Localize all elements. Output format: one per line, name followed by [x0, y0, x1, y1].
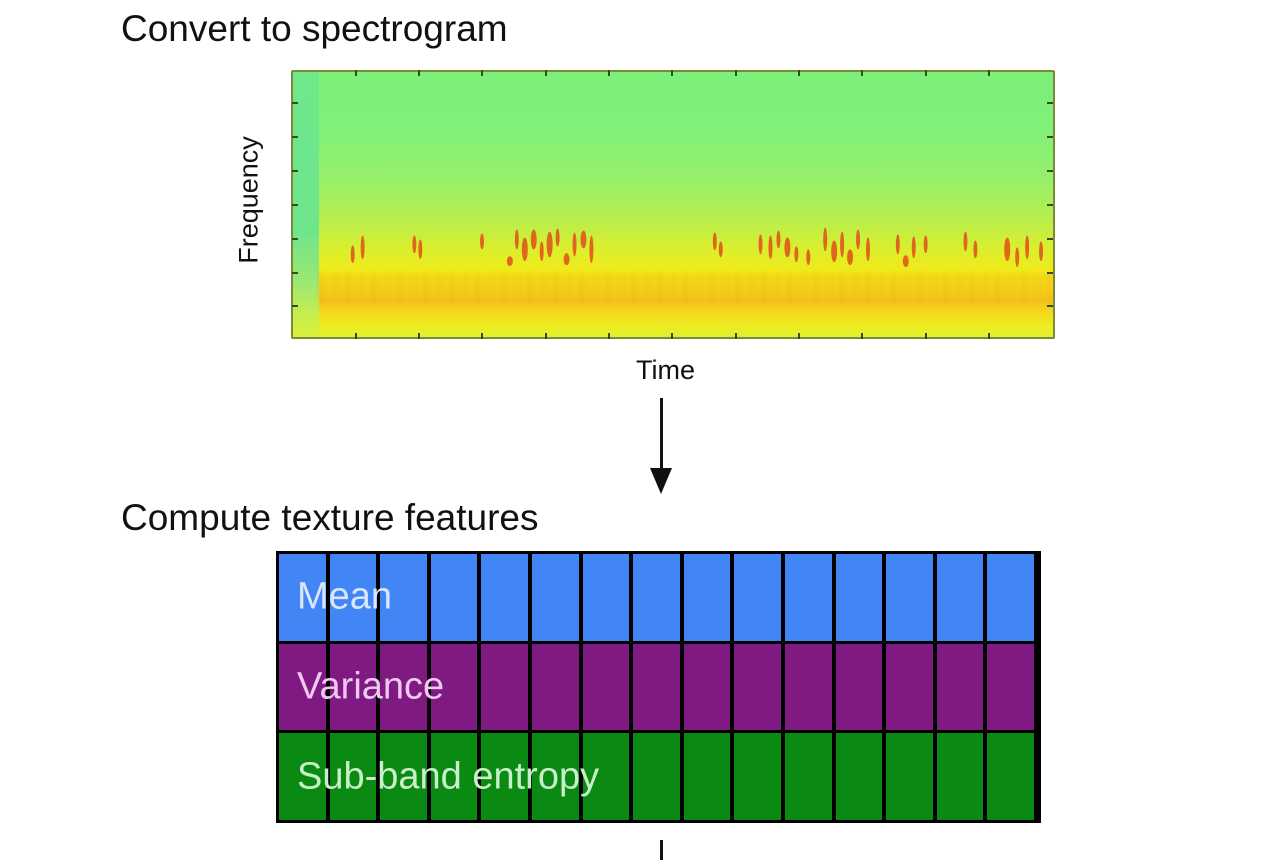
- feature-cell: [683, 733, 735, 821]
- feature-cell: [279, 554, 330, 641]
- x-tick: [418, 333, 420, 339]
- step-title-spectrogram: Convert to spectrogram: [121, 8, 508, 49]
- feature-cell: [633, 733, 684, 821]
- y-tick: [1047, 170, 1053, 172]
- feature-cell: [936, 733, 988, 821]
- spectrogram-plot: [291, 70, 1055, 339]
- feature-cell: [329, 733, 381, 821]
- feature-cell: [683, 554, 735, 641]
- y-tick: [292, 170, 298, 172]
- y-tick: [1047, 272, 1053, 274]
- feature-row-variance: Variance: [279, 643, 1038, 734]
- feature-cell: [987, 643, 1038, 731]
- x-tick: [861, 333, 863, 339]
- feature-cell: [531, 733, 583, 821]
- x-tick: [608, 333, 610, 339]
- x-tick: [545, 70, 547, 76]
- x-tick: [355, 333, 357, 339]
- feature-cell: [481, 733, 532, 821]
- x-tick: [418, 70, 420, 76]
- feature-cell: [734, 643, 785, 731]
- x-tick: [481, 333, 483, 339]
- x-tick: [798, 333, 800, 339]
- y-tick: [292, 102, 298, 104]
- feature-cell: [279, 643, 330, 731]
- feature-cell: [329, 554, 381, 641]
- feature-cell: [279, 733, 330, 821]
- x-tick: [481, 70, 483, 76]
- x-tick: [798, 70, 800, 76]
- feature-cell: [380, 643, 431, 731]
- feature-cell: [633, 643, 684, 731]
- feature-cell: [886, 643, 937, 731]
- feature-cell: [531, 643, 583, 731]
- feature-cell: [582, 733, 634, 821]
- x-tick: [545, 333, 547, 339]
- spectrogram-events: [350, 227, 1044, 268]
- x-tick: [988, 333, 990, 339]
- y-tick: [1047, 204, 1053, 206]
- x-tick: [735, 333, 737, 339]
- y-tick: [292, 204, 298, 206]
- down-arrow-icon: [650, 468, 672, 494]
- feature-cell: [582, 643, 634, 731]
- y-tick: [1047, 238, 1053, 240]
- feature-cell: [329, 643, 381, 731]
- feature-cell: [734, 733, 785, 821]
- feature-cell: [380, 554, 431, 641]
- feature-cell: [835, 733, 887, 821]
- feature-cell: [987, 733, 1038, 821]
- feature-cell: [380, 733, 431, 821]
- x-tick: [735, 70, 737, 76]
- feature-cell: [784, 643, 836, 731]
- x-tick: [988, 70, 990, 76]
- feature-cell: [633, 554, 684, 641]
- feature-cell: [987, 554, 1038, 641]
- feature-cell: [481, 554, 532, 641]
- feature-cell: [784, 733, 836, 821]
- x-tick: [671, 70, 673, 76]
- y-tick: [292, 136, 298, 138]
- x-tick: [355, 70, 357, 76]
- feature-cell: [430, 643, 482, 731]
- feature-cell: [430, 554, 482, 641]
- feature-row-mean: Mean: [279, 554, 1038, 644]
- y-tick: [1047, 305, 1053, 307]
- y-tick: [292, 305, 298, 307]
- x-tick: [925, 333, 927, 339]
- feature-cell: [582, 554, 634, 641]
- feature-cell: [835, 554, 887, 641]
- spectrogram-low-band: [319, 273, 1053, 306]
- step-title-texture-features: Compute texture features: [121, 497, 539, 538]
- y-tick: [292, 272, 298, 274]
- x-tick: [608, 70, 610, 76]
- y-tick: [1047, 136, 1053, 138]
- x-tick: [671, 333, 673, 339]
- feature-cell: [936, 643, 988, 731]
- feature-cell: [936, 554, 988, 641]
- down-arrow-shaft: [660, 398, 663, 478]
- x-tick: [861, 70, 863, 76]
- feature-cell: [481, 643, 532, 731]
- feature-cell: [784, 554, 836, 641]
- feature-cell: [835, 643, 887, 731]
- x-axis-label: Time: [636, 355, 695, 385]
- feature-cell: [683, 643, 735, 731]
- feature-cell: [886, 733, 937, 821]
- feature-row-subband-entropy: Sub-band entropy: [279, 733, 1038, 821]
- feature-cell: [531, 554, 583, 641]
- y-tick: [1047, 102, 1053, 104]
- feature-cell: [734, 554, 785, 641]
- down-arrow-shaft-next: [660, 840, 663, 860]
- texture-feature-grid: Mean Variance Sub-band entropy: [276, 551, 1041, 823]
- y-tick: [292, 238, 298, 240]
- y-axis-label: Frequency: [233, 136, 264, 264]
- feature-cell: [886, 554, 937, 641]
- x-tick: [925, 70, 927, 76]
- feature-cell: [430, 733, 482, 821]
